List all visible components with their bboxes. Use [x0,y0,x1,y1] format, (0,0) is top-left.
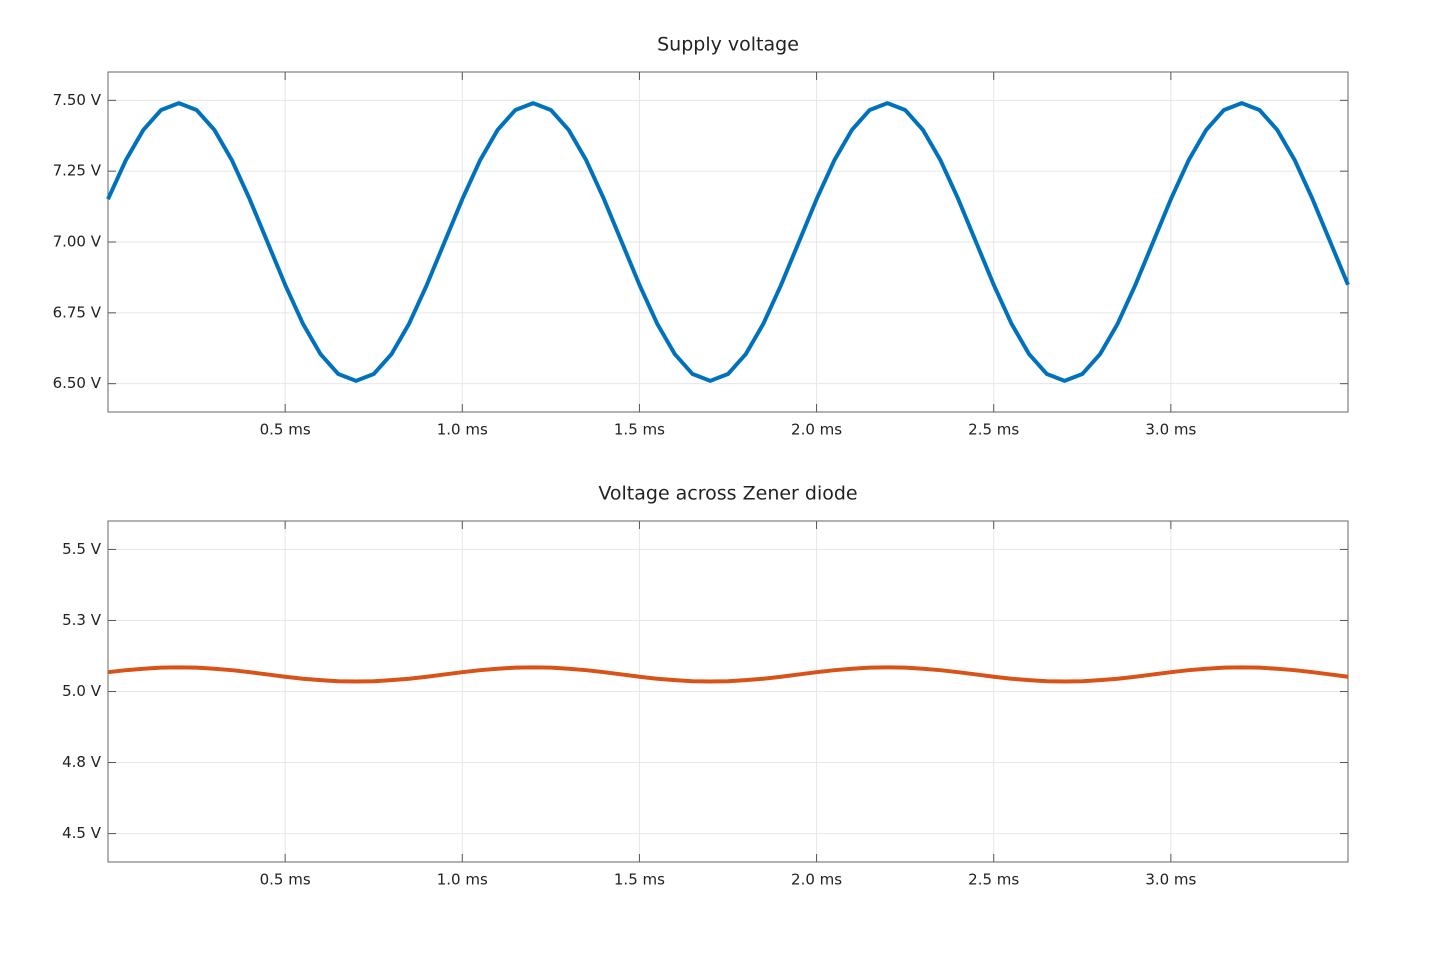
y-tick-label: 5.5 V [62,540,102,558]
y-tick-label: 5.3 V [62,611,102,629]
plot-frame [107,71,1349,413]
y-tick-label: 6.50 V [53,374,102,392]
x-tick-label: 1.5 ms [614,421,665,439]
y-tick-label: 5.0 V [62,682,102,700]
x-tick-label: 1.5 ms [614,871,665,889]
x-tick-label: 2.0 ms [791,421,842,439]
chart-title: Supply voltage [657,34,799,56]
x-tick-label: 3.0 ms [1145,421,1196,439]
y-tick-label: 7.00 V [53,233,102,251]
x-tick-label: 1.0 ms [437,871,488,889]
x-tick-label: 1.0 ms [437,421,488,439]
y-tick-label: 6.75 V [53,303,102,321]
x-tick-label: 2.5 ms [968,421,1019,439]
chart-title: Voltage across Zener diode [598,483,857,505]
plot-frame [107,520,1349,863]
data-line [107,665,1349,684]
x-tick-label: 0.5 ms [260,421,311,439]
y-tick-label: 7.50 V [53,91,102,109]
y-tick-label: 4.5 V [62,824,102,842]
x-tick-label: 0.5 ms [260,871,311,889]
x-tick-label: 2.5 ms [968,871,1019,889]
y-tick-label: 4.8 V [62,753,102,771]
x-tick-label: 3.0 ms [1145,871,1196,889]
data-line [106,101,1350,383]
x-tick-label: 2.0 ms [791,871,842,889]
y-tick-label: 7.25 V [53,162,102,180]
